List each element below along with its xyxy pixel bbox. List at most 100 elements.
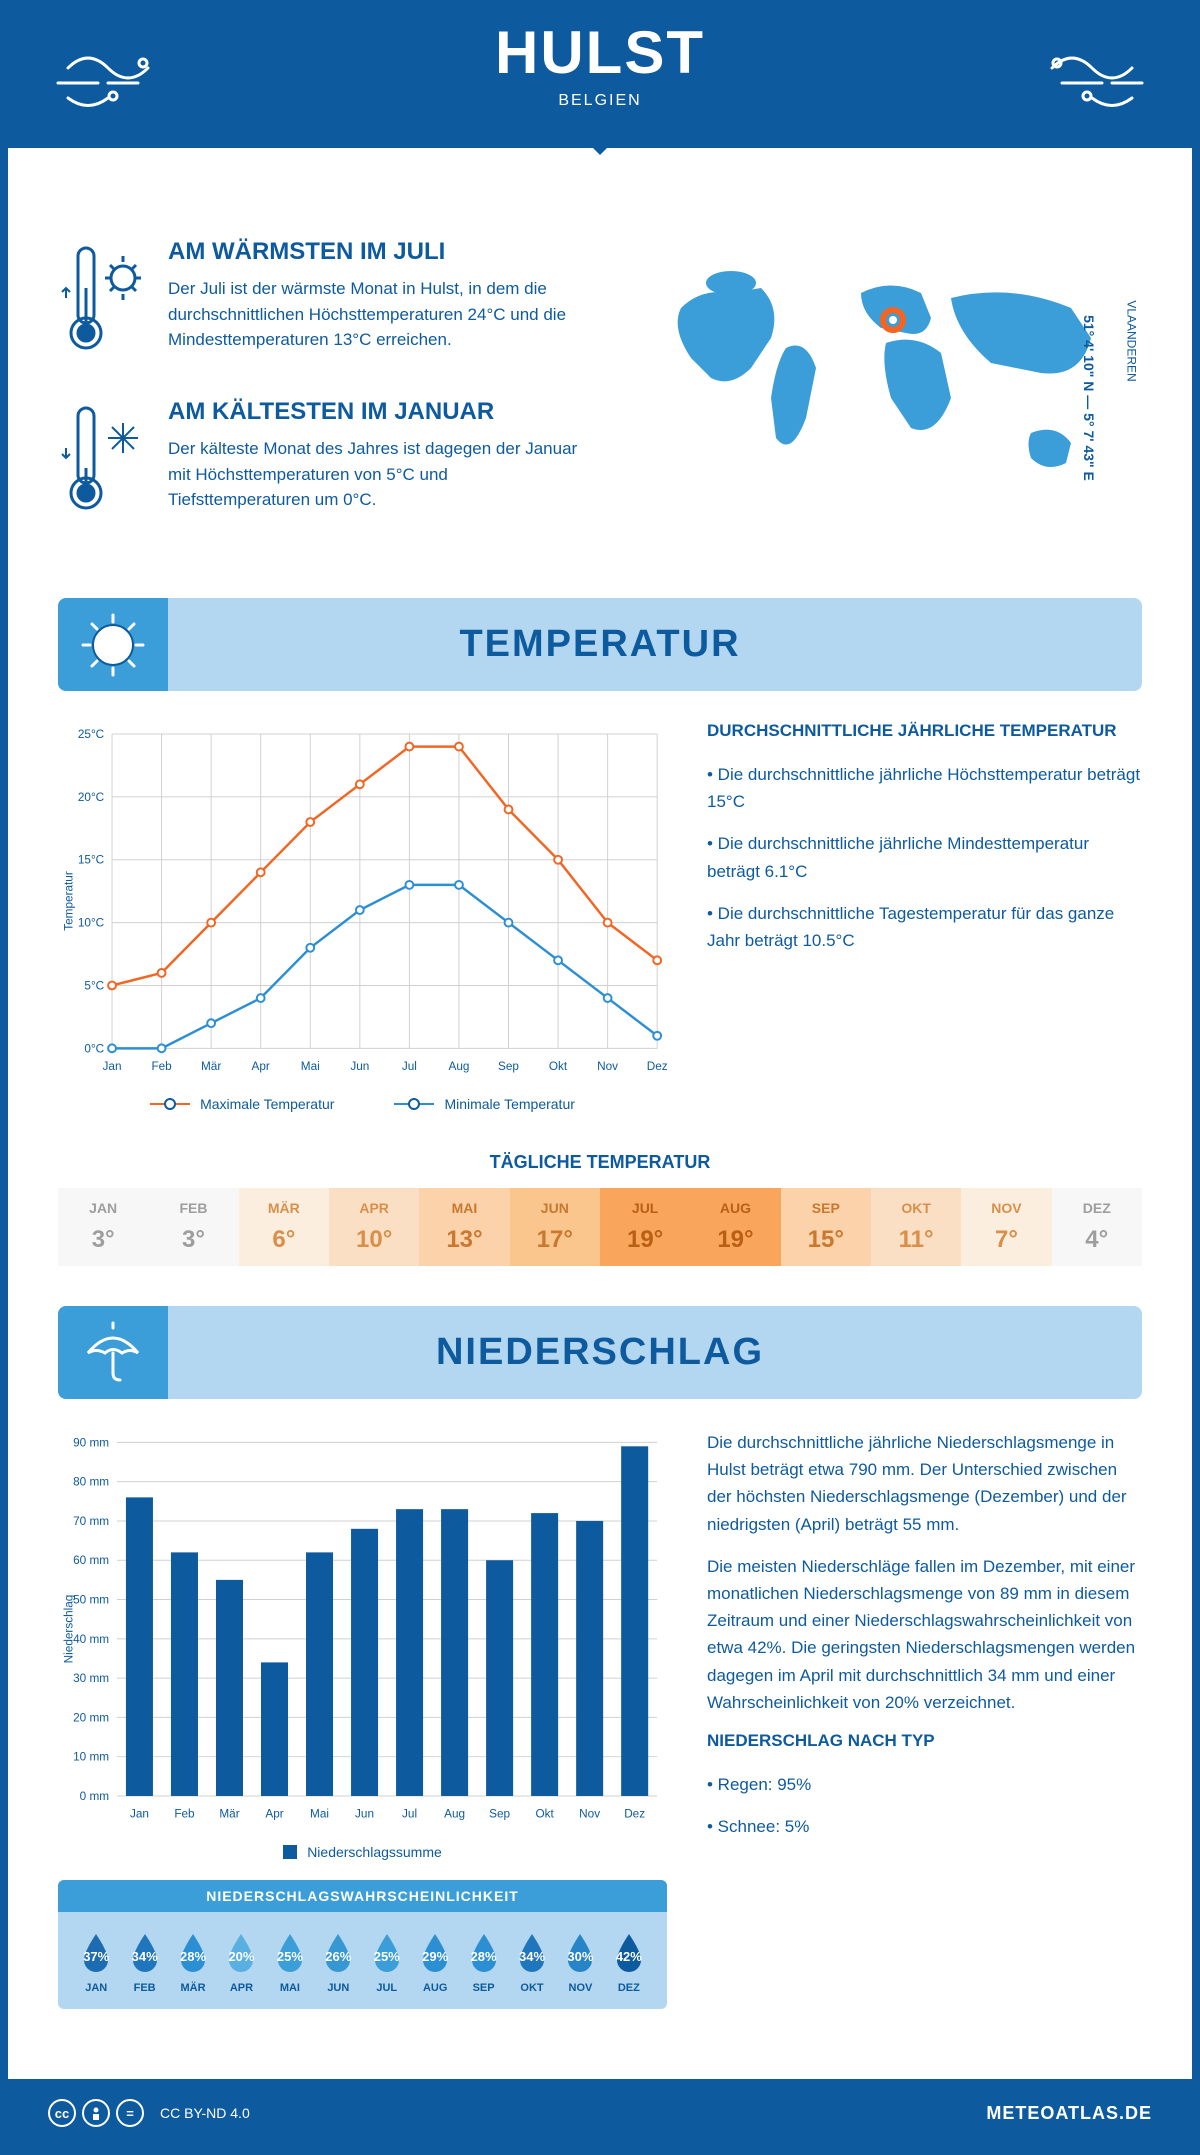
daily-cell: JUL19° [600, 1188, 690, 1266]
daily-month: AUG [690, 1200, 780, 1216]
daily-month: OKT [871, 1200, 961, 1216]
svg-text:Dez: Dez [647, 1060, 667, 1073]
fact-warmest-text: AM WÄRMSTEN IM JULI Der Juli ist der wär… [168, 238, 580, 358]
daily-value: 10° [329, 1226, 419, 1254]
probability-month: JAN [73, 1982, 119, 1994]
legend-precip-label: Niederschlagssumme [307, 1844, 442, 1860]
svg-text:Feb: Feb [174, 1808, 195, 1821]
drop-icon: 25% [267, 1927, 313, 1977]
precip-text-1: Die durchschnittliche jährliche Niedersc… [707, 1429, 1142, 1538]
probability-item: 37% JAN [73, 1927, 119, 1994]
svg-text:Aug: Aug [444, 1808, 465, 1821]
fact-coldest: AM KÄLTESTEN IM JANUAR Der kälteste Mona… [58, 398, 580, 518]
probability-month: MAI [267, 1982, 313, 1994]
temp-bullet: • Die durchschnittliche jährliche Mindes… [707, 830, 1142, 884]
probability-item: 20% APR [218, 1927, 264, 1994]
drop-value: 25% [277, 1949, 303, 1964]
daily-month: NOV [961, 1200, 1051, 1216]
daily-value: 17° [510, 1226, 600, 1254]
cc-icon: cc [48, 2099, 76, 2127]
drop-icon: 34% [121, 1927, 167, 1977]
site-name: METEOATLAS.DE [986, 2103, 1152, 2124]
svg-text:10 mm: 10 mm [73, 1751, 109, 1764]
daily-month: MAI [419, 1200, 509, 1216]
probability-month: JUN [315, 1982, 361, 1994]
drop-icon: 20% [218, 1927, 264, 1977]
fact-warmest-body: Der Juli ist der wärmste Monat in Hulst,… [168, 276, 580, 353]
daily-temp-title: TÄGLICHE TEMPERATUR [58, 1152, 1142, 1173]
footer: cc = CC BY-ND 4.0 METEOATLAS.DE [8, 2079, 1192, 2147]
probability-item: 25% JUL [364, 1927, 410, 1994]
drop-value: 25% [374, 1949, 400, 1964]
svg-text:80 mm: 80 mm [73, 1476, 109, 1489]
svg-text:Sep: Sep [489, 1808, 510, 1821]
probability-item: 28% SEP [460, 1927, 506, 1994]
section-title-precip: NIEDERSCHLAG [83, 1331, 1117, 1374]
thermometer-snow-icon [58, 398, 148, 518]
fact-coldest-title: AM KÄLTESTEN IM JANUAR [168, 398, 580, 426]
daily-cell: OKT 11° [871, 1188, 961, 1266]
fact-warmest: AM WÄRMSTEN IM JULI Der Juli ist der wär… [58, 238, 580, 358]
daily-cell: AUG19° [690, 1188, 780, 1266]
daily-value: 6° [239, 1226, 329, 1254]
legend-min-label: Minimale Temperatur [444, 1096, 574, 1112]
drop-value: 37% [83, 1949, 109, 1964]
svg-text:Feb: Feb [151, 1060, 172, 1073]
svg-text:Nov: Nov [579, 1808, 600, 1821]
license-text: CC BY-ND 4.0 [160, 2105, 250, 2121]
bar-chart-legend: Niederschlagssumme [58, 1844, 667, 1860]
temp-chart-row: 0°C5°C10°C15°C20°C25°CJanFebMärAprMaiJun… [58, 721, 1142, 1112]
section-header-temp: TEMPERATUR [58, 598, 1142, 691]
drop-value: 28% [180, 1949, 206, 1964]
line-chart-legend: Maximale Temperatur Minimale Temperatur [58, 1096, 667, 1112]
probability-month: JUL [364, 1982, 410, 1994]
probability-item: 30% NOV [557, 1927, 603, 1994]
daily-temp-grid: JAN3°FEB3°MÄR6°APR10°MAI13°JUN17°JUL19°A… [58, 1188, 1142, 1266]
probability-month: OKT [509, 1982, 555, 1994]
daily-value: 7° [961, 1226, 1051, 1254]
title-banner: HULST BELGIEN [435, 8, 765, 135]
temp-info-title: DURCHSCHNITTLICHE JÄHRLICHE TEMPERATUR [707, 721, 1142, 741]
daily-month: MÄR [239, 1200, 329, 1216]
svg-text:90 mm: 90 mm [73, 1436, 109, 1449]
svg-text:Temperatur: Temperatur [63, 871, 76, 931]
precip-types: • Regen: 95%• Schnee: 5% [707, 1771, 1142, 1840]
bar-chart-container: 0 mm10 mm20 mm30 mm40 mm50 mm60 mm70 mm8… [58, 1429, 667, 2009]
intro-row: AM WÄRMSTEN IM JULI Der Juli ist der wär… [58, 238, 1142, 558]
svg-text:Sep: Sep [498, 1060, 519, 1073]
thermometer-sun-icon [58, 238, 148, 358]
drop-value: 42% [616, 1949, 642, 1964]
svg-text:10°C: 10°C [78, 917, 105, 930]
svg-text:70 mm: 70 mm [73, 1515, 109, 1528]
map-container: VLAANDEREN 51° 4' 10" N — 5° 7' 43" E [620, 238, 1142, 558]
drop-value: 26% [325, 1949, 351, 1964]
svg-text:15°C: 15°C [78, 854, 105, 867]
probability-month: DEZ [606, 1982, 652, 1994]
probability-row: 37% JAN 34% FEB 28% MÄR 20% APR 25% MAI … [73, 1927, 652, 1994]
svg-text:0°C: 0°C [84, 1042, 104, 1055]
svg-text:25°C: 25°C [78, 728, 105, 741]
daily-cell: JAN3° [58, 1188, 148, 1266]
drop-value: 29% [422, 1949, 448, 1964]
legend-precip: Niederschlagssumme [283, 1844, 442, 1860]
svg-text:Mär: Mär [219, 1808, 239, 1821]
fact-coldest-body: Der kälteste Monat des Jahres ist dagege… [168, 436, 580, 513]
svg-text:Nov: Nov [597, 1060, 618, 1073]
city-title: HULST [495, 18, 705, 87]
drop-icon: 26% [315, 1927, 361, 1977]
svg-text:Jan: Jan [103, 1060, 122, 1073]
line-chart-container: 0°C5°C10°C15°C20°C25°CJanFebMärAprMaiJun… [58, 721, 667, 1112]
daily-value: 4° [1052, 1226, 1142, 1254]
daily-value: 11° [871, 1226, 961, 1254]
precip-type: • Regen: 95% [707, 1771, 1142, 1798]
drop-icon: 37% [73, 1927, 119, 1977]
section-icon-sun [58, 598, 168, 691]
drop-icon: 28% [460, 1927, 506, 1977]
svg-text:Niederschlag: Niederschlag [63, 1595, 76, 1664]
svg-text:Dez: Dez [624, 1808, 645, 1821]
section-icon-umbrella [58, 1306, 168, 1399]
svg-text:20 mm: 20 mm [73, 1711, 109, 1724]
drop-icon: 42% [606, 1927, 652, 1977]
temperature-line-chart: 0°C5°C10°C15°C20°C25°CJanFebMärAprMaiJun… [58, 721, 667, 1081]
region-label: VLAANDEREN [1124, 300, 1138, 381]
